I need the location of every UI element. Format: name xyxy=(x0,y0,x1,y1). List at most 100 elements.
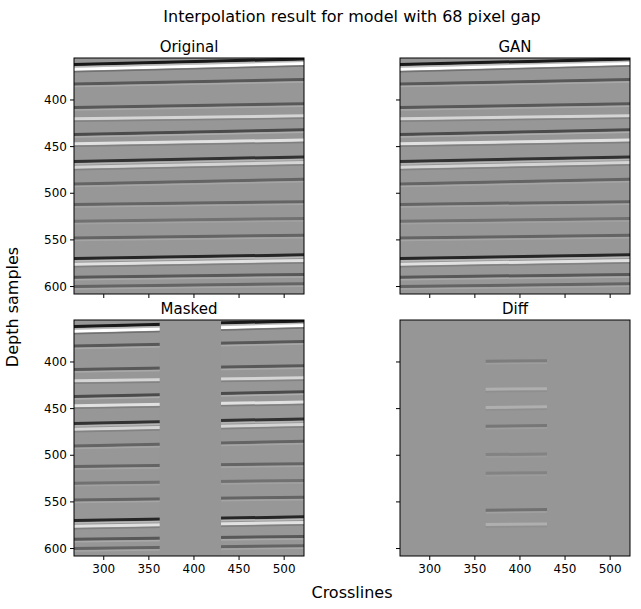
figure: Interpolation result for model with 68 p… xyxy=(0,0,641,609)
y-tick xyxy=(396,99,400,100)
background xyxy=(400,58,630,294)
frame xyxy=(400,58,630,294)
x-tick xyxy=(474,294,475,298)
reflector-side xyxy=(486,456,547,458)
y-tick xyxy=(396,408,400,409)
x-tick-label: 400 xyxy=(509,562,532,576)
y-tick-label: 550 xyxy=(44,233,67,247)
x-tick xyxy=(565,556,566,560)
y-tick xyxy=(70,239,74,240)
reflector xyxy=(400,179,630,184)
background xyxy=(74,58,304,294)
x-tick xyxy=(610,294,611,298)
reflector xyxy=(486,471,547,474)
reflector xyxy=(486,523,547,526)
frame xyxy=(74,58,304,294)
reflector xyxy=(486,387,547,390)
reflector-side xyxy=(486,363,547,365)
reflector xyxy=(74,157,304,162)
x-tick xyxy=(284,294,285,298)
reflector-side xyxy=(74,263,304,267)
y-tick-label: 450 xyxy=(44,402,67,416)
reflector-side xyxy=(486,474,547,476)
reflector-side xyxy=(74,66,304,72)
x-tick xyxy=(519,556,520,560)
reflector-side xyxy=(400,238,630,241)
reflector xyxy=(74,179,304,184)
reflector-side xyxy=(74,143,304,147)
reflector xyxy=(400,157,630,162)
reflector xyxy=(486,424,547,428)
y-tick xyxy=(396,501,400,502)
y-tick xyxy=(70,146,74,147)
y-tick xyxy=(70,408,74,409)
y-tick-label: 600 xyxy=(44,280,67,294)
reflector-side xyxy=(486,511,547,513)
y-tick-label: 500 xyxy=(44,186,67,200)
x-tick-label: 350 xyxy=(463,562,486,576)
reflector-side xyxy=(74,118,304,121)
frame xyxy=(400,320,630,556)
y-tick xyxy=(396,455,400,456)
y-tick xyxy=(70,455,74,456)
reflector-side xyxy=(74,106,304,110)
panel-image xyxy=(400,58,630,294)
x-tick xyxy=(429,556,430,560)
reflector-side xyxy=(400,143,630,147)
x-tick-label: 450 xyxy=(554,562,577,576)
reflector xyxy=(400,162,630,167)
y-tick xyxy=(396,548,400,549)
reflector xyxy=(486,405,547,409)
y-tick-label: 600 xyxy=(44,542,67,556)
mask-gap xyxy=(160,320,221,556)
x-tick-label: 450 xyxy=(228,562,251,576)
x-tick xyxy=(474,556,475,560)
reflector xyxy=(486,359,547,362)
reflector-side xyxy=(400,286,630,289)
background xyxy=(74,320,304,556)
reflector-side xyxy=(74,182,304,187)
x-tick xyxy=(239,556,240,560)
reflector-side xyxy=(486,409,547,411)
x-tick xyxy=(148,556,149,560)
x-tick xyxy=(239,294,240,298)
y-tick xyxy=(396,286,400,287)
reflector-side xyxy=(74,277,304,280)
x-tick xyxy=(193,556,194,560)
x-tick xyxy=(284,556,285,560)
reflector-side xyxy=(74,238,304,241)
reflector xyxy=(74,162,304,167)
y-tick xyxy=(70,501,74,502)
reflector-side xyxy=(486,427,547,429)
x-tick xyxy=(193,294,194,298)
panel-title: Original xyxy=(160,38,219,56)
reflector-side xyxy=(400,204,630,207)
y-tick xyxy=(396,239,400,240)
x-tick xyxy=(429,294,430,298)
x-tick-label: 500 xyxy=(273,562,296,576)
x-tick-label: 500 xyxy=(599,562,622,576)
reflector-side xyxy=(400,221,630,224)
y-axis-title: Depth samples xyxy=(3,247,22,367)
reflector xyxy=(486,508,547,512)
y-tick xyxy=(70,548,74,549)
x-axis-title: Crosslines xyxy=(311,583,392,602)
figure-title: Interpolation result for model with 68 p… xyxy=(163,7,540,26)
reflector-side xyxy=(74,204,304,207)
reflector-side xyxy=(400,165,630,170)
x-tick-label: 350 xyxy=(137,562,160,576)
x-tick xyxy=(103,556,104,560)
x-tick-label: 300 xyxy=(418,562,441,576)
panel-title: Masked xyxy=(161,300,218,318)
y-tick-label: 450 xyxy=(44,140,67,154)
reflector-side xyxy=(486,526,547,528)
reflector-side xyxy=(400,118,630,121)
frame xyxy=(74,320,304,556)
reflector xyxy=(74,79,304,84)
y-tick xyxy=(70,286,74,287)
y-tick-label: 500 xyxy=(44,448,67,462)
reflector-side xyxy=(400,182,630,187)
reflector-side xyxy=(74,82,304,87)
x-tick xyxy=(565,294,566,298)
reflector-side xyxy=(486,391,547,393)
